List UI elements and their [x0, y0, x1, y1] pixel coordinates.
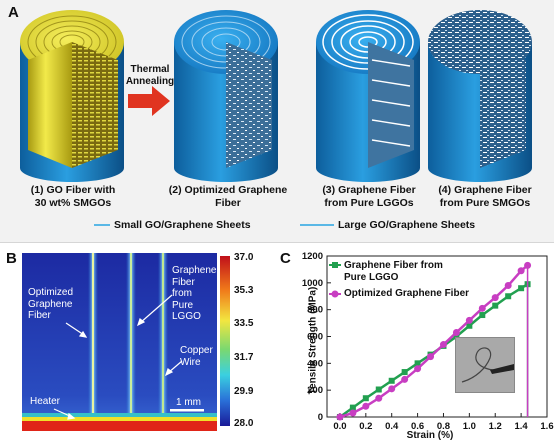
y-tick-label: 200 [307, 385, 323, 396]
y-tick-label: 400 [307, 358, 323, 369]
legend-marker-lggo [329, 258, 341, 270]
caption-smgo-fiber: (4) Graphene Fiber from Pure SMGOs [438, 184, 532, 209]
thermal-image: Optimized Graphene Fiber Graphene Fiber … [22, 253, 217, 431]
data-point [388, 385, 396, 393]
data-point [465, 316, 473, 324]
data-point [517, 267, 525, 275]
data-point [439, 341, 447, 349]
data-point [349, 404, 356, 411]
legend-optimized: Optimized Graphene Fiber [344, 288, 470, 299]
data-point [388, 377, 395, 384]
x-tick-label: 0.4 [385, 421, 399, 432]
series-line-1 [339, 264, 529, 419]
data-point [504, 282, 512, 290]
colorbar-tick: 31.7 [234, 352, 254, 363]
data-point [401, 375, 409, 383]
data-point [349, 409, 357, 417]
label-heater: Heater [30, 396, 61, 407]
panel-b-letter: B [6, 250, 17, 267]
data-point [453, 333, 460, 340]
data-point [362, 402, 370, 410]
x-tick-label: 0.0 [333, 421, 346, 432]
data-point [375, 386, 382, 393]
panel-a-drawing [20, 10, 532, 226]
x-axis-title: Strain (%) [406, 430, 454, 441]
fiber-knot-inset [455, 337, 515, 393]
data-point [518, 285, 525, 292]
annealing-label: Thermal Annealing [125, 64, 175, 87]
y-tick-label: 0 [318, 412, 323, 423]
data-point [427, 353, 435, 361]
x-tick-label: 0.6 [411, 421, 424, 432]
lggo-fiber-cylinder [316, 10, 420, 182]
legend-small-sheets: Small GO/Graphene Sheets [114, 219, 251, 231]
data-point [362, 395, 369, 402]
x-tick-label: 0.2 [359, 421, 372, 432]
data-point [478, 304, 486, 312]
panel-a-letter: A [8, 4, 19, 21]
legend-large-sheets: Large GO/Graphene Sheets [338, 219, 476, 231]
colorbar-tick: 28.0 [234, 418, 254, 429]
label-optimized-fiber: Optimized Graphene Fiber [28, 287, 74, 321]
smgo-fiber-cylinder [428, 10, 532, 182]
y-tick-label: 600 [307, 332, 323, 343]
data-point [466, 322, 473, 329]
caption-go-fiber: (1) GO Fiber with 30 wt% SMGOs [30, 184, 116, 209]
colorbar [220, 256, 230, 426]
data-point [479, 312, 486, 319]
data-point [505, 293, 512, 300]
legend-lggo: Graphene Fiber from Pure LGGO [344, 260, 443, 283]
y-tick-label: 1000 [302, 278, 323, 289]
data-point [491, 294, 499, 302]
colorbar-tick: 33.5 [234, 318, 254, 329]
x-tick-label: 1.2 [489, 421, 502, 432]
data-point [492, 302, 499, 309]
data-point [375, 394, 383, 402]
caption-optimized-fiber: (2) Optimized Graphene Fiber [168, 184, 288, 209]
legend-marker-optimized [329, 287, 341, 299]
data-point [336, 413, 344, 421]
colorbar-tick: 35.3 [234, 285, 254, 296]
y-tick-label: 800 [307, 305, 323, 316]
annealing-arrow [128, 86, 170, 116]
colorbar-tick: 29.9 [234, 386, 254, 397]
data-point [414, 365, 422, 373]
x-tick-label: 1.4 [515, 421, 529, 432]
heater-band [22, 421, 217, 431]
scale-bar [170, 409, 204, 412]
y-tick-label: 1200 [302, 251, 323, 262]
caption-lggo-fiber: (3) Graphene Fiber from Pure LGGOs [322, 184, 416, 209]
x-tick-label: 1.0 [463, 421, 476, 432]
panel-c-letter: C [280, 250, 291, 267]
label-scale: 1 mm [176, 397, 201, 408]
data-point [414, 360, 421, 367]
data-point [452, 328, 460, 336]
go-fiber-cylinder [20, 10, 124, 182]
label-pure-lggo-fiber: Graphene Fiber from Pure LGGO [172, 265, 217, 322]
data-point [401, 369, 408, 376]
x-tick-label: 0.8 [437, 421, 450, 432]
x-tick-label: 1.6 [540, 421, 553, 432]
colorbar-tick: 37.0 [234, 252, 254, 263]
label-copper-wire: Copper Wire [180, 345, 213, 368]
optimized-fiber-cylinder [174, 10, 278, 182]
y-axis-title: Tensile Strength (MPa) [307, 286, 319, 395]
